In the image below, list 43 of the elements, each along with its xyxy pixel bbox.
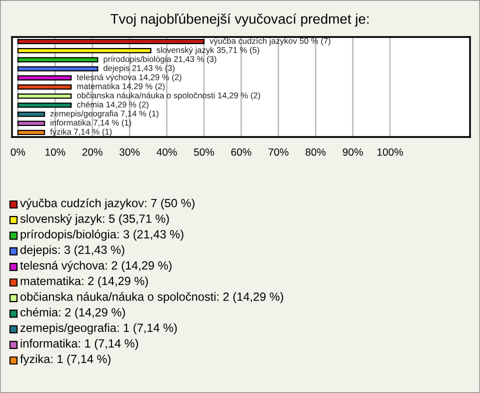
data-label: matematika 14,29 % (2) (77, 83, 165, 91)
x-tick-label: 30% (120, 148, 140, 156)
bar (17, 57, 98, 62)
text: matematika: 2 (14,29 %) (20, 276, 148, 288)
text: fyzika: 1 (7,14 %) (20, 354, 110, 366)
data-label: chémia 14,29 % (2) (77, 101, 148, 110)
text: chémia: 2 (14,29 %) (20, 308, 125, 319)
x-tick-label: 80% (306, 148, 326, 156)
bar (17, 93, 72, 99)
bar (17, 102, 72, 108)
text: výučba cudzích jazykov: 7 (50 %) (20, 198, 194, 210)
text: telesná výchova: 2 (14,29 %) (20, 260, 172, 272)
bar (17, 112, 46, 117)
text: informatika: 1 (7,14 %) (20, 338, 138, 350)
x-tick-label: 10% (46, 148, 66, 156)
x-tick-label: 70% (268, 148, 288, 156)
x-tick-label: 40% (156, 148, 177, 156)
data-label: slovenský jazyk 35,71 % (5) (156, 46, 260, 55)
data-label: informatika 7,14 % (1) (50, 119, 132, 128)
data-label: fyzika 7,14 % (1) (50, 128, 112, 136)
text: dejepis: 3 (21,43 %) (20, 245, 124, 256)
bar (17, 120, 46, 126)
text: slovenský jazyk: 5 (35,71 %) (20, 214, 169, 226)
bar (17, 75, 72, 81)
chart-title: Tvoj najobľúbenejší vyučovací predmet je: (110, 13, 369, 27)
data-label: zemepis/geografia 7,14 % (1) (50, 110, 158, 118)
text: zemepis/geografia: 1 (7,14 %) (20, 323, 177, 334)
bar (17, 48, 152, 54)
x-tick-label: 60% (231, 148, 252, 156)
x-tick-label: 90% (342, 148, 363, 156)
data-label: dejepis 21,43 % (3) (104, 64, 175, 73)
text: občianska náuka/náuka o spoločnosti: 2 (14,29 %) (20, 292, 284, 304)
x-tick-label: 50% (194, 148, 214, 156)
data-label: prírodopis/biológia 21,43 % (3) (104, 56, 216, 64)
data-label: telesná výchova 14,29 % (2) (76, 74, 182, 82)
x-tick-label: 100% (377, 148, 403, 156)
bar (17, 66, 98, 72)
data-label: občianska náuka/náuka o spoločnosti 14,29 % (2) (77, 92, 260, 100)
x-tick-label: 20% (82, 148, 102, 156)
text: prírodopis/biológia: 3 (21,43 %) (20, 230, 184, 241)
x-tick-label: 0% (10, 148, 26, 156)
data-label: výučba cudzích jazykov 50 % (7) (210, 38, 330, 46)
bar (17, 84, 72, 90)
